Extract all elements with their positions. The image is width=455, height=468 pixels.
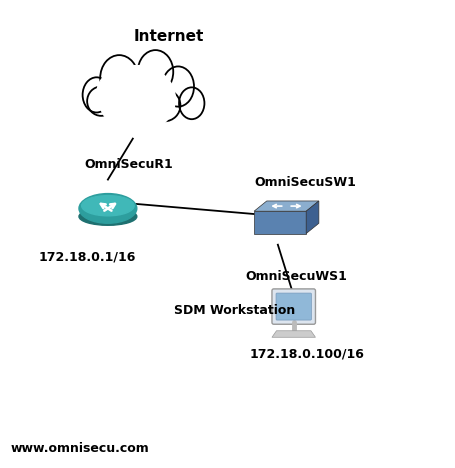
- FancyBboxPatch shape: [275, 293, 311, 320]
- Ellipse shape: [179, 88, 204, 119]
- Text: OmniSecuSW1: OmniSecuSW1: [253, 176, 355, 189]
- Ellipse shape: [87, 87, 115, 116]
- Polygon shape: [253, 201, 318, 211]
- Ellipse shape: [100, 55, 138, 101]
- Text: 172.18.0.1/16: 172.18.0.1/16: [39, 250, 136, 263]
- Ellipse shape: [162, 66, 193, 107]
- FancyBboxPatch shape: [271, 289, 315, 324]
- Text: www.omnisecu.com: www.omnisecu.com: [10, 442, 149, 455]
- Ellipse shape: [96, 66, 160, 124]
- Ellipse shape: [79, 194, 136, 223]
- Ellipse shape: [106, 91, 150, 124]
- Polygon shape: [271, 331, 315, 337]
- Ellipse shape: [148, 89, 180, 121]
- Text: OmniSecuWS1: OmniSecuWS1: [244, 270, 346, 283]
- Ellipse shape: [79, 208, 136, 225]
- Text: OmniSecuR1: OmniSecuR1: [84, 158, 172, 171]
- Polygon shape: [253, 211, 305, 234]
- Polygon shape: [305, 201, 318, 234]
- Ellipse shape: [81, 196, 134, 216]
- Text: SDM Workstation: SDM Workstation: [174, 304, 295, 317]
- Text: 172.18.0.100/16: 172.18.0.100/16: [249, 348, 364, 361]
- Text: Internet: Internet: [134, 29, 204, 44]
- Ellipse shape: [99, 66, 175, 132]
- Ellipse shape: [137, 50, 173, 94]
- Ellipse shape: [82, 77, 110, 112]
